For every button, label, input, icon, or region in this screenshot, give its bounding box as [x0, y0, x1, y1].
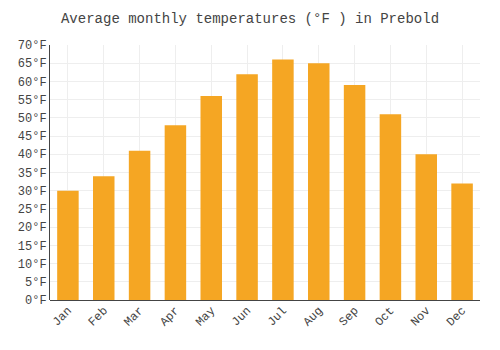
- svg-text:15°F: 15°F: [18, 240, 47, 254]
- svg-text:Jan: Jan: [50, 304, 75, 329]
- svg-text:Jun: Jun: [229, 304, 254, 329]
- svg-text:May: May: [193, 304, 218, 329]
- svg-text:30°F: 30°F: [18, 185, 47, 199]
- svg-text:35°F: 35°F: [18, 167, 47, 181]
- svg-text:40°F: 40°F: [18, 148, 47, 162]
- svg-text:Dec: Dec: [444, 304, 469, 329]
- svg-text:Nov: Nov: [408, 304, 433, 329]
- svg-text:5°F: 5°F: [25, 276, 47, 290]
- svg-text:Aug: Aug: [301, 304, 326, 329]
- svg-text:25°F: 25°F: [18, 203, 47, 217]
- svg-text:Average monthly temperatures (: Average monthly temperatures (°F ) in Pr…: [61, 11, 439, 27]
- svg-text:Jul: Jul: [265, 304, 290, 329]
- svg-text:Feb: Feb: [86, 304, 111, 329]
- svg-text:50°F: 50°F: [18, 112, 47, 126]
- svg-text:70°F: 70°F: [18, 39, 47, 53]
- svg-text:10°F: 10°F: [18, 258, 47, 272]
- svg-text:55°F: 55°F: [18, 94, 47, 108]
- svg-text:Oct: Oct: [372, 304, 397, 329]
- svg-text:Sep: Sep: [336, 304, 361, 329]
- svg-text:0°F: 0°F: [25, 294, 47, 308]
- svg-text:20°F: 20°F: [18, 221, 47, 235]
- svg-text:45°F: 45°F: [18, 130, 47, 144]
- svg-text:Apr: Apr: [157, 304, 182, 329]
- svg-text:60°F: 60°F: [18, 76, 47, 90]
- svg-text:65°F: 65°F: [18, 57, 47, 71]
- svg-text:Mar: Mar: [121, 304, 146, 329]
